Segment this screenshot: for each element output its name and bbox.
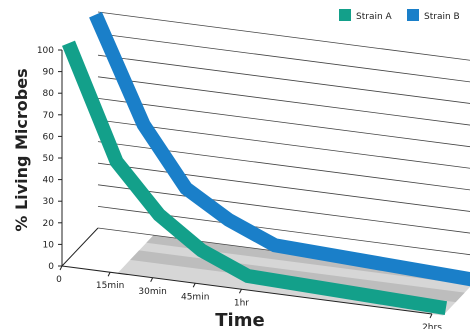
y-tick-label: 40 [43,176,55,186]
x-tick-label: 0 [56,275,62,285]
x-tick-label: 45min [181,292,209,302]
x-tick-mark [429,313,433,319]
x-tick-label: 1hr [234,298,249,308]
y-tick-label: 10 [43,240,55,250]
x-tick-mark [150,277,154,282]
y-tick-label: 50 [43,154,55,164]
x-tick-label: 2hrs [422,323,442,329]
y-axis-title: % Living Microbes [12,68,31,231]
y-tick-label: 0 [48,262,54,272]
y-tick-label: 30 [43,197,55,207]
y-tick-label: 80 [43,89,55,99]
gridline [97,162,470,212]
y-tick-label: 60 [43,132,55,142]
gridline [97,98,470,148]
y-tick-label: 100 [37,46,54,56]
x-tick-mark [239,289,242,294]
depth-axis-line [61,227,99,267]
legend-swatch [339,9,351,21]
x-tick-label: 15min [96,281,124,291]
series-line-strain-a [62,40,448,316]
gridline [97,54,470,104]
gridline [97,184,470,234]
series-line-strain-b [89,11,470,287]
gridline [97,119,470,169]
x-tick-mark [192,283,196,288]
gridline [97,33,470,83]
x-tick-mark [107,272,111,277]
legend-label: Strain B [424,12,460,22]
x-axis-title: Time [215,310,264,329]
x-axis-line [61,265,433,315]
y-tick-label: 70 [43,111,55,121]
y-tick-label: 90 [43,68,55,78]
gridline [97,76,470,126]
legend-item: Strain A [339,9,393,22]
gridline [97,11,470,61]
y-tick-label: 20 [43,219,55,229]
legend-label: Strain A [356,12,393,22]
x-tick-label: 30min [138,287,166,297]
x-tick-mark [59,265,63,271]
legend-item: Strain B [407,9,460,22]
chart-floor-band [146,235,470,285]
legend-swatch [407,9,419,21]
